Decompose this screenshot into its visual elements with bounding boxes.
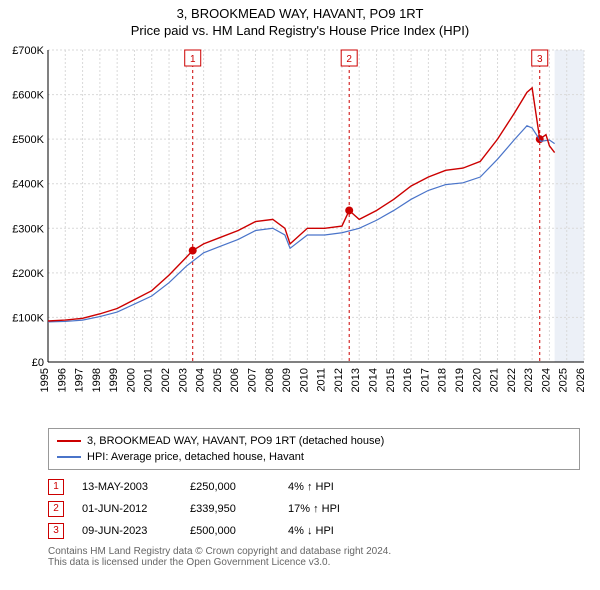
svg-text:2003: 2003	[177, 368, 189, 392]
event-row: 2 01-JUN-2012 £339,950 17% ↑ HPI	[48, 498, 580, 520]
svg-text:£700K: £700K	[12, 45, 44, 57]
svg-text:£500K: £500K	[12, 134, 44, 146]
svg-text:2019: 2019	[454, 368, 466, 392]
legend-label: HPI: Average price, detached house, Hava…	[87, 449, 304, 465]
svg-text:3: 3	[537, 54, 543, 65]
svg-text:2004: 2004	[195, 368, 207, 392]
event-pct: 17% ↑ HPI	[288, 498, 398, 520]
footer: Contains HM Land Registry data © Crown c…	[48, 546, 580, 568]
svg-text:2002: 2002	[160, 368, 172, 392]
svg-text:2001: 2001	[143, 368, 155, 392]
svg-text:2000: 2000	[125, 368, 137, 392]
svg-text:2025: 2025	[558, 368, 570, 392]
title-block: 3, BROOKMEAD WAY, HAVANT, PO9 1RT Price …	[0, 0, 600, 42]
svg-text:2010: 2010	[298, 368, 310, 392]
event-row: 1 13-MAY-2003 £250,000 4% ↑ HPI	[48, 476, 580, 498]
legend-label: 3, BROOKMEAD WAY, HAVANT, PO9 1RT (detac…	[87, 433, 384, 449]
svg-text:2026: 2026	[575, 368, 587, 392]
legend-item: HPI: Average price, detached house, Hava…	[57, 449, 571, 465]
svg-text:2012: 2012	[333, 368, 345, 392]
legend-item: 3, BROOKMEAD WAY, HAVANT, PO9 1RT (detac…	[57, 433, 571, 449]
legend-swatch	[57, 440, 81, 442]
svg-text:2005: 2005	[212, 368, 224, 392]
event-date: 13-MAY-2003	[82, 476, 172, 498]
svg-text:1997: 1997	[74, 368, 86, 392]
legend-swatch	[57, 456, 81, 458]
event-row: 3 09-JUN-2023 £500,000 4% ↓ HPI	[48, 520, 580, 542]
footer-line: This data is licensed under the Open Gov…	[48, 557, 580, 568]
svg-text:2016: 2016	[402, 368, 414, 392]
svg-text:£400K: £400K	[12, 179, 44, 191]
chart-container: 3, BROOKMEAD WAY, HAVANT, PO9 1RT Price …	[0, 0, 600, 590]
legend: 3, BROOKMEAD WAY, HAVANT, PO9 1RT (detac…	[48, 428, 580, 470]
svg-text:1998: 1998	[91, 368, 103, 392]
svg-text:1999: 1999	[108, 368, 120, 392]
title-subtitle: Price paid vs. HM Land Registry's House …	[0, 23, 600, 38]
svg-text:1: 1	[190, 54, 196, 65]
event-pct: 4% ↑ HPI	[288, 476, 398, 498]
event-price: £500,000	[190, 520, 270, 542]
footer-line: Contains HM Land Registry data © Crown c…	[48, 546, 580, 557]
event-table: 1 13-MAY-2003 £250,000 4% ↑ HPI 2 01-JUN…	[48, 476, 580, 542]
chart-svg: £0 £100K £200K £300K £400K £500K £600K £700K 199…	[0, 42, 600, 422]
event-badge: 2	[48, 501, 64, 517]
event-price: £250,000	[190, 476, 270, 498]
svg-text:2008: 2008	[264, 368, 276, 392]
svg-text:2: 2	[346, 54, 352, 65]
svg-text:£600K: £600K	[12, 90, 44, 102]
svg-text:2006: 2006	[229, 368, 241, 392]
svg-text:2009: 2009	[281, 368, 293, 392]
event-pct: 4% ↓ HPI	[288, 520, 398, 542]
event-date: 09-JUN-2023	[82, 520, 172, 542]
svg-text:2023: 2023	[523, 368, 535, 392]
svg-text:2018: 2018	[437, 368, 449, 392]
svg-text:£0: £0	[32, 357, 44, 369]
event-price: £339,950	[190, 498, 270, 520]
svg-text:2021: 2021	[489, 368, 501, 392]
title-address: 3, BROOKMEAD WAY, HAVANT, PO9 1RT	[0, 6, 600, 21]
event-badge: 1	[48, 479, 64, 495]
svg-text:2024: 2024	[540, 368, 552, 392]
event-badge: 3	[48, 523, 64, 539]
svg-text:£100K: £100K	[12, 312, 44, 324]
svg-text:2022: 2022	[506, 368, 518, 392]
svg-text:£200K: £200K	[12, 268, 44, 280]
svg-text:1995: 1995	[39, 368, 51, 392]
event-date: 01-JUN-2012	[82, 498, 172, 520]
svg-text:2014: 2014	[368, 368, 380, 392]
svg-text:2007: 2007	[246, 368, 258, 392]
svg-text:2013: 2013	[350, 368, 362, 392]
svg-text:2011: 2011	[316, 368, 328, 392]
svg-text:2020: 2020	[471, 368, 483, 392]
svg-text:1996: 1996	[56, 368, 68, 392]
svg-text:2015: 2015	[385, 368, 397, 392]
svg-text:£300K: £300K	[12, 223, 44, 235]
chart: £0 £100K £200K £300K £400K £500K £600K £700K 199…	[0, 42, 600, 422]
svg-text:2017: 2017	[419, 368, 431, 392]
